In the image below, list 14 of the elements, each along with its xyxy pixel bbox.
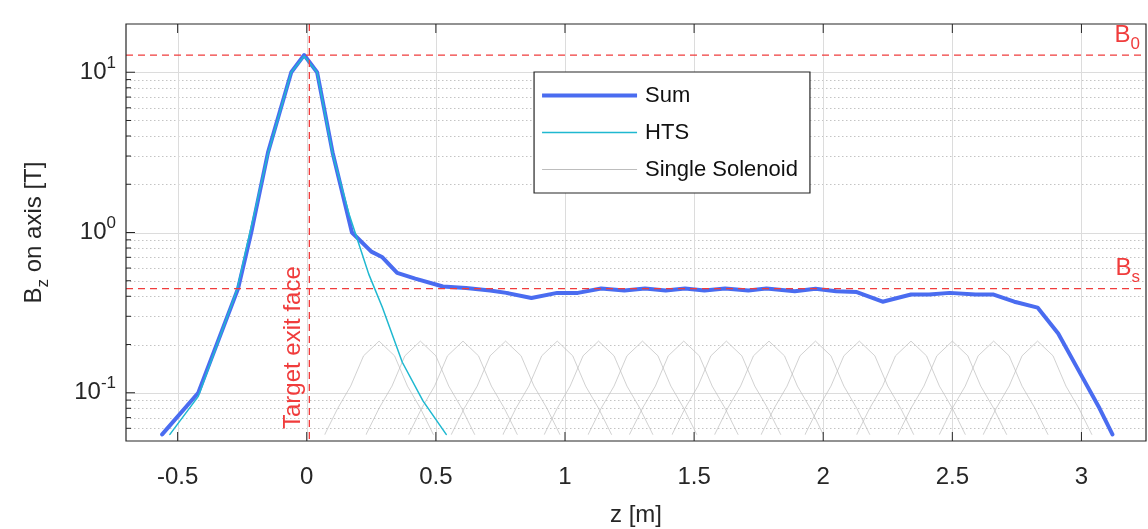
legend-label: Single Solenoid [645,155,798,181]
x-tick-label: 2 [816,462,830,490]
x-tick-label: 1 [558,462,572,490]
y-axis-title: Bz on axis [T] [18,161,52,304]
ref-line-label: Target exit face [277,266,305,429]
x-tick-label: -0.5 [156,462,199,490]
x-tick-label: 2.5 [935,462,970,490]
x-tick-label: 0 [300,462,314,490]
x-tick-label: 1.5 [677,462,711,490]
x-axis-title: z [m] [610,499,662,527]
legend-label: HTS [645,118,690,144]
x-tick-label: 0.5 [419,462,453,490]
x-tick-label: 3 [1074,462,1089,490]
legend-label: Sum [645,81,691,107]
